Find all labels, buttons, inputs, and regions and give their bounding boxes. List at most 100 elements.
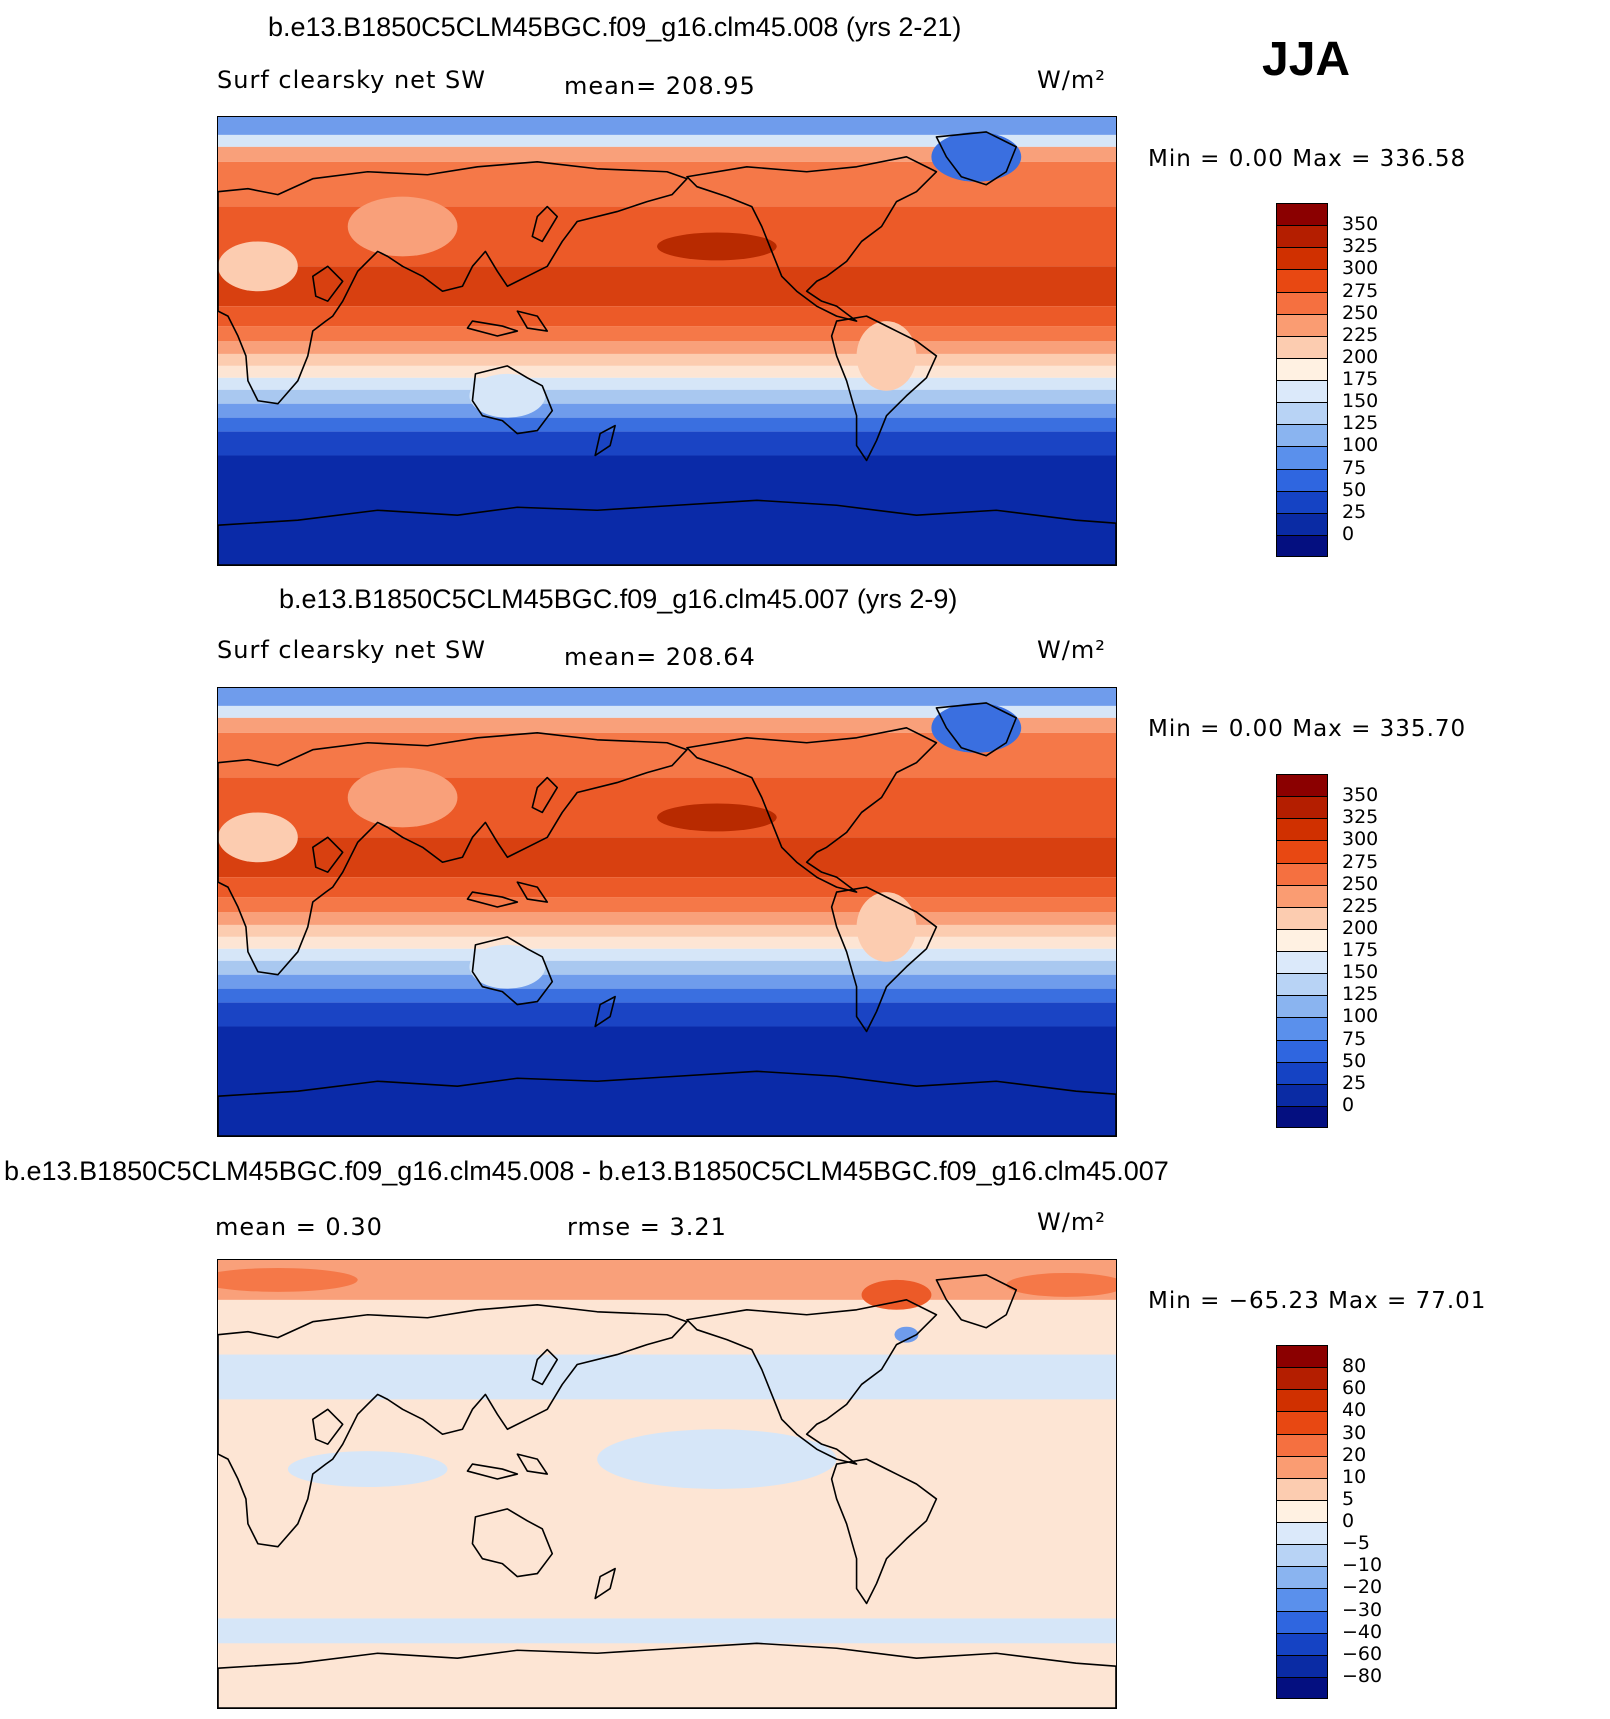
panel-2-map-field xyxy=(218,688,1116,1136)
panel-2-title: b.e13.B1850C5CLM45BGC.f09_g16.clm45.007 … xyxy=(279,584,958,614)
map-land-patch xyxy=(469,373,546,418)
colorbar-swatch xyxy=(1276,1632,1328,1655)
panel-1-title: b.e13.B1850C5CLM45BGC.f09_g16.clm45.008 … xyxy=(268,12,962,42)
colorbar-swatch xyxy=(1276,906,1328,929)
colorbar-tick-label: 75 xyxy=(1342,456,1367,479)
colorbar-swatch xyxy=(1276,1477,1328,1500)
colorbar-swatch xyxy=(1276,203,1328,226)
map-land-patch xyxy=(347,767,458,828)
colorbar-swatch xyxy=(1276,468,1328,491)
colorbar-tick-label: 40 xyxy=(1342,1399,1367,1422)
colorbar-swatch xyxy=(1276,1433,1328,1456)
colorbar-tick-label: 150 xyxy=(1342,390,1379,413)
colorbar-swatch xyxy=(1276,247,1328,270)
map-band xyxy=(218,417,1116,432)
map-maximum xyxy=(657,232,777,261)
panel-1-units: W/m² xyxy=(1037,66,1106,94)
colorbar-swatch xyxy=(1276,225,1328,248)
coastline xyxy=(471,936,554,1006)
colorbar-swatch xyxy=(1276,1588,1328,1611)
map-arctic-band xyxy=(218,1260,1116,1300)
panel-1-minmax: Min = 0.00 Max = 336.58 xyxy=(1148,146,1467,172)
map-anomaly xyxy=(597,1429,837,1489)
panel-1-variable: Surf clearsky net SW xyxy=(217,66,486,94)
panel-3-rmse: rmse = 3.21 xyxy=(567,1213,727,1241)
colorbar-swatch xyxy=(1276,380,1328,403)
map-land-patch xyxy=(856,321,917,391)
colorbar-tick-label: 225 xyxy=(1342,894,1379,917)
colorbar-swatch xyxy=(1276,446,1328,469)
coastline xyxy=(218,1642,1116,1708)
colorbar-frame xyxy=(1276,774,1328,1128)
colorbar-swatch xyxy=(1276,424,1328,447)
colorbar-tick-label: −40 xyxy=(1342,1620,1383,1643)
coastline xyxy=(218,499,1116,565)
colorbar-swatch xyxy=(1276,1083,1328,1106)
map-band xyxy=(218,326,1116,341)
panel-3-title: b.e13.B1850C5CLM45BGC.f09_g16.clm45.008 … xyxy=(4,1156,1169,1186)
colorbar-tick-label: 30 xyxy=(1342,1421,1367,1444)
map-anomaly xyxy=(218,1267,358,1292)
coastline xyxy=(686,156,938,322)
map-land-patch xyxy=(218,241,298,292)
map-anomaly xyxy=(287,1451,448,1487)
colorbar-tick-label: −5 xyxy=(1342,1532,1371,1555)
colorbar-tick-label: −60 xyxy=(1342,1642,1383,1665)
colorbar-tick-label: 100 xyxy=(1342,1005,1379,1028)
colorbar-swatch xyxy=(1276,840,1328,863)
coastline xyxy=(594,1567,616,1600)
coastline xyxy=(311,265,344,302)
map-band xyxy=(218,377,1116,390)
colorbar-tick-label: 0 xyxy=(1342,1510,1355,1532)
map-band xyxy=(218,341,1116,354)
colorbar-tick-label: 25 xyxy=(1342,500,1367,523)
colorbar-swatch xyxy=(1276,269,1328,292)
map-band xyxy=(218,837,1116,878)
coastline xyxy=(830,886,938,1033)
map-band xyxy=(218,974,1116,989)
coastline xyxy=(311,836,344,873)
colorbar-swatch xyxy=(1276,1654,1328,1677)
coastline xyxy=(311,1408,344,1445)
colorbar-tick-label: 250 xyxy=(1342,301,1379,324)
coastline xyxy=(830,315,938,462)
colorbar-swatch xyxy=(1276,862,1328,885)
panel-1-mean: mean= 208.95 xyxy=(564,72,756,100)
colorbar-swatch xyxy=(1276,818,1328,841)
panel-3-minmax: Min = −65.23 Max = 77.01 xyxy=(1148,1288,1487,1314)
colorbar-swatch xyxy=(1276,1544,1328,1567)
colorbar-tick-label: −80 xyxy=(1342,1664,1383,1687)
map-band xyxy=(218,897,1116,912)
map-band xyxy=(218,389,1116,404)
colorbar-tick-label: 10 xyxy=(1342,1465,1367,1488)
coastline xyxy=(218,1070,1116,1136)
map-land-patch xyxy=(218,812,298,863)
map-band xyxy=(218,936,1116,949)
panel-2-map xyxy=(217,687,1117,1137)
colorbar-swatch xyxy=(1276,1367,1328,1390)
panel-1-colorbar: 350 325 300 275 250 225 200 175 150 125 100 75 50 25 0 xyxy=(1276,203,1378,557)
map-land-patch xyxy=(347,196,458,257)
map-band xyxy=(218,403,1116,418)
coastline xyxy=(466,1463,519,1480)
coastline xyxy=(686,1299,938,1465)
coastline xyxy=(531,1348,559,1386)
colorbar-tick-label: 300 xyxy=(1342,257,1379,280)
coastline xyxy=(531,205,559,243)
colorbar-swatch xyxy=(1276,490,1328,513)
colorbar-swatch xyxy=(1276,774,1328,797)
colorbar-swatch xyxy=(1276,1389,1328,1412)
colorbar-tick-label: 200 xyxy=(1342,916,1379,939)
map-band xyxy=(218,877,1116,898)
colorbar-swatch xyxy=(1276,1455,1328,1478)
colorbar-tick-label: 275 xyxy=(1342,850,1379,873)
panel-3-mean: mean = 0.30 xyxy=(215,1213,383,1241)
colorbar-tick-label: 0 xyxy=(1342,1093,1355,1116)
map-band xyxy=(218,705,1116,718)
map-band xyxy=(218,988,1116,1003)
colorbar-swatch xyxy=(1276,1061,1328,1084)
coastline xyxy=(471,365,554,435)
map-band xyxy=(218,1618,1116,1644)
panel-3-colorbar: 80 60 40 30 20 10 5 0 −5 −10 −20 −30 −40 −60 −80 xyxy=(1276,1345,1382,1699)
colorbar-tick-label: 20 xyxy=(1342,1443,1367,1466)
